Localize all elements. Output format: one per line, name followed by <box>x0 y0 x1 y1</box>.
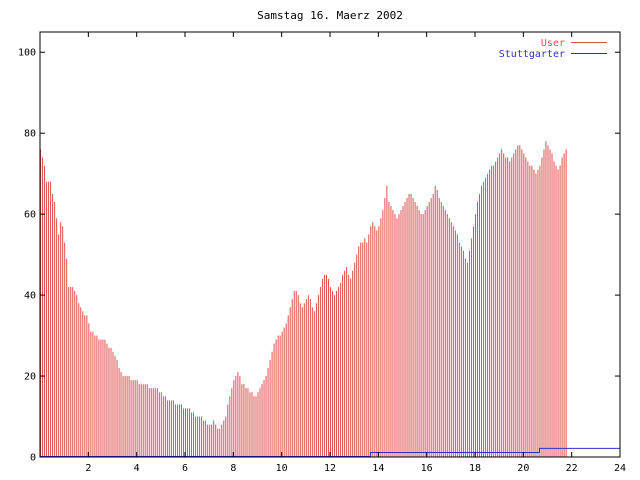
x-tick-label: 22 <box>566 463 578 474</box>
x-tick-label: 16 <box>421 463 433 474</box>
x-tick-label: 20 <box>517 463 529 474</box>
chart-title: Samstag 16. Maerz 2002 <box>257 9 403 22</box>
y-axis: 0 20 40 60 80 100 <box>18 48 620 464</box>
x-tick-label: 14 <box>372 463 384 474</box>
x-tick-label: 10 <box>276 463 288 474</box>
x-tick-label: 8 <box>230 463 236 474</box>
user-bars <box>40 141 567 457</box>
y-tick-label: 100 <box>18 48 36 59</box>
x-tick-label: 18 <box>469 463 481 474</box>
x-axis: 2 4 6 8 10 12 14 16 18 20 22 24 <box>85 32 626 474</box>
x-tick-label: 6 <box>182 463 188 474</box>
x-tick-label: 24 <box>614 463 626 474</box>
x-tick-label: 2 <box>85 463 91 474</box>
y-tick-label: 40 <box>24 291 36 302</box>
y-tick-label: 0 <box>30 453 36 464</box>
y-tick-label: 20 <box>24 372 36 383</box>
y-tick-label: 60 <box>24 210 36 221</box>
legend-label-user: User <box>541 38 565 49</box>
legend-label-stuttgarter: Stuttgarter <box>499 49 565 60</box>
x-tick-label: 12 <box>324 463 336 474</box>
legend: User Stuttgarter <box>499 38 607 60</box>
x-tick-label: 4 <box>134 463 140 474</box>
y-tick-label: 80 <box>24 129 36 140</box>
